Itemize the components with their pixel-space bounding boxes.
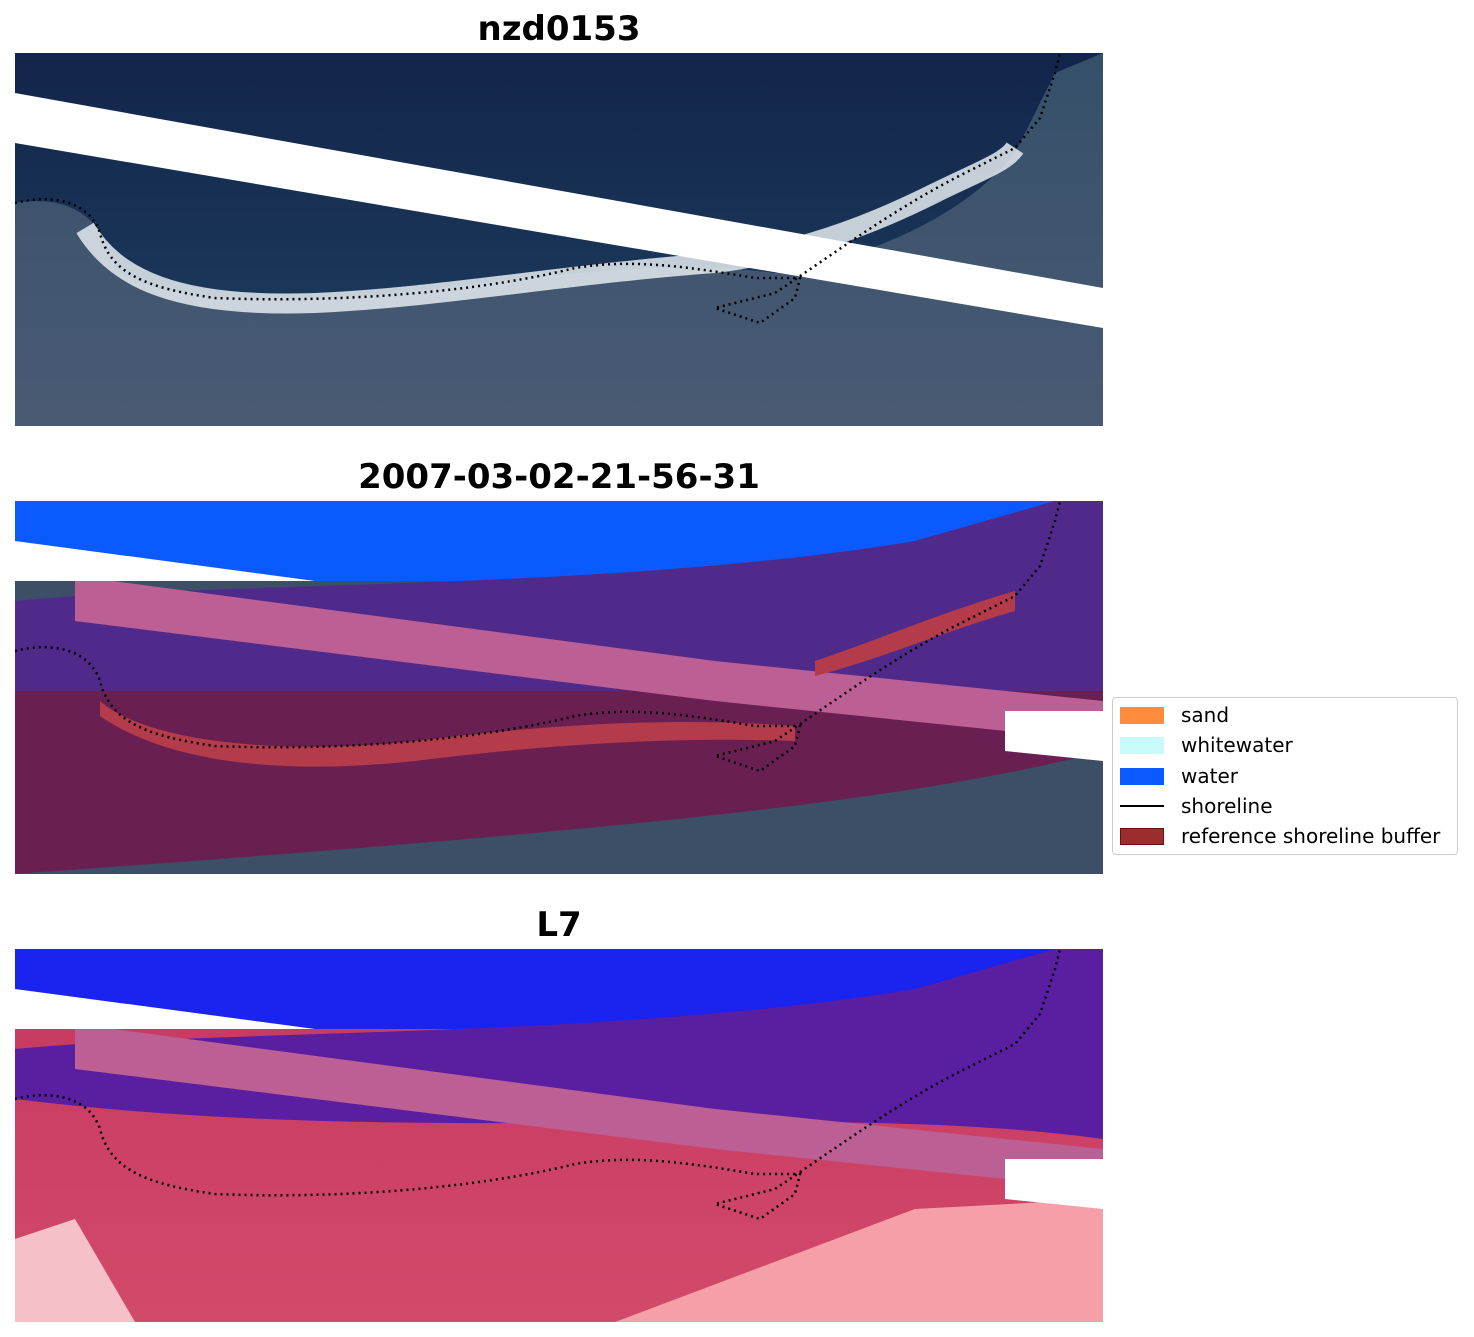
classified-image [15,501,1103,874]
buffer-land [15,691,1103,874]
legend: sand whitewater water shoreline referenc… [1112,697,1458,855]
sand-class-right [815,591,1015,676]
legend-swatch-whitewater [1120,736,1164,754]
legend-label: whitewater [1181,733,1293,757]
nodata-stripe [15,93,1103,328]
legend-swatch-reference-buffer [1120,827,1164,845]
buffer-pink [75,576,1103,741]
index-image [15,949,1103,1322]
legend-item-water: water [1120,764,1238,788]
index-light [615,1199,1103,1322]
legend-swatch-shoreline [1120,805,1164,807]
beach-band [76,141,1024,314]
panel-title-rgb: nzd0153 [477,9,641,49]
panel-title-classified: 2007-03-02-21-56-31 [358,457,760,497]
nodata-stripe-right [1005,711,1103,761]
legend-item-reference-buffer: reference shoreline buffer [1120,824,1440,848]
sand-class [100,701,795,767]
legend-item-sand: sand [1120,703,1229,727]
land-region [15,53,1103,426]
legend-item-whitewater: whitewater [1120,733,1293,757]
legend-swatch-water [1120,767,1164,785]
index-pink [75,1024,1103,1189]
nodata-stripe [15,541,315,581]
nodata-stripe-right [1005,1159,1103,1209]
legend-label: reference shoreline buffer [1181,824,1441,848]
nodata-stripe [15,989,315,1029]
satellite-image-rgb [15,53,1103,426]
panel-title-index: L7 [536,905,582,945]
legend-item-shoreline: shoreline [1120,794,1273,818]
legend-swatch-sand [1120,706,1164,724]
legend-label: shoreline [1181,794,1273,818]
legend-label: water [1181,764,1238,788]
index-light-left [15,1219,135,1322]
legend-label: sand [1181,703,1230,727]
